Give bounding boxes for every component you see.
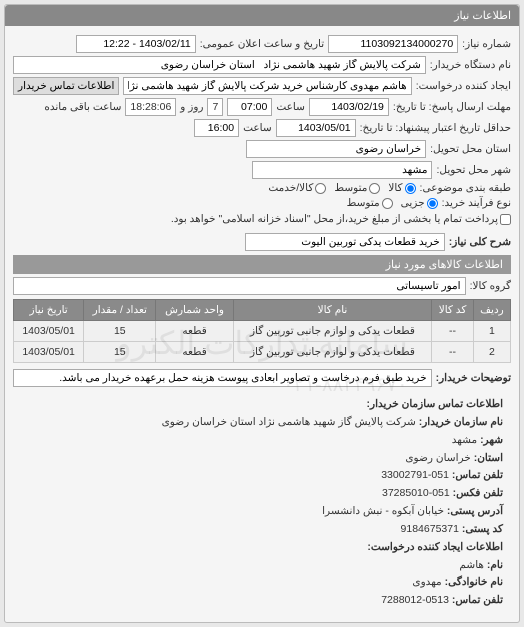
cat-medium-radio[interactable] (369, 183, 380, 194)
surname-label: نام خانوادگی: (445, 576, 503, 588)
table-header: نام کالا (233, 300, 431, 321)
goods-group-label: گروه کالا: (470, 280, 511, 292)
fax-label: تلفن فکس: (453, 487, 503, 499)
info-panel: اطلاعات نیاز شماره نیاز: تاریخ و ساعت اع… (4, 4, 520, 623)
table-cell: -- (432, 342, 474, 363)
validity-label: حداقل تاریخ اعتبار پیشنهاد: تا تاریخ: (360, 122, 511, 134)
requester-input[interactable] (123, 77, 411, 95)
city2-label: شهر: (480, 434, 503, 446)
table-cell: قطعه (156, 321, 233, 342)
cat-service-radio[interactable] (315, 183, 326, 194)
need-number-input[interactable] (328, 35, 458, 53)
category-radios: کالا متوسط کالا/خدمت (268, 182, 415, 194)
table-body: 1--قطعات یدکی و لوازم جانبی توربین گازقط… (14, 321, 511, 363)
table-cell: -- (432, 321, 474, 342)
phone: 051-33002791 (381, 469, 449, 481)
process-type-label: نوع فرآیند خرید: (442, 197, 511, 209)
announce-label: تاریخ و ساعت اعلان عمومی: (200, 38, 324, 50)
remaining-label: ساعت باقی مانده (44, 101, 121, 113)
creator-section: اطلاعات ایجاد کننده درخواست: (367, 541, 503, 553)
contact-title: اطلاعات تماس سازمان خریدار: (367, 398, 503, 410)
table-cell: 2 (473, 342, 510, 363)
phone2-label: تلفن تماس: (452, 594, 503, 606)
table-cell: 15 (84, 342, 156, 363)
phone2: 0513-7288012 (381, 594, 449, 606)
buyer-notes-label: توضیحات خریدار: (436, 372, 511, 384)
table-row: 1--قطعات یدکی و لوازم جانبی توربین گازقط… (14, 321, 511, 342)
province2: خراسان رضوی (405, 452, 470, 464)
buyer-notes-input[interactable] (13, 369, 432, 387)
need-title-label: شرح کلی نیاز: (449, 236, 511, 248)
table-header: ردیف (473, 300, 510, 321)
table-cell: 1403/05/01 (14, 321, 84, 342)
goods-group-input[interactable] (13, 277, 466, 295)
category-label: طبقه بندی موضوعی: (420, 182, 511, 194)
org-name: شرکت پالایش گاز شهید هاشمی نژاد استان خر… (162, 416, 416, 428)
time-label-2: ساعت (243, 122, 272, 134)
day-word: روز و (180, 101, 203, 113)
deadline-date-input[interactable] (309, 98, 389, 116)
table-row: 2--قطعات یدکی و لوازم جانبی توربین گازقط… (14, 342, 511, 363)
goods-section-title: اطلاعات کالاهای مورد نیاز (13, 255, 511, 274)
cat-service-option[interactable]: کالا/خدمت (268, 182, 326, 194)
cat-medium-option[interactable]: متوسط (334, 182, 380, 194)
city2: مشهد (452, 434, 477, 446)
table-cell: قطعات یدکی و لوازم جانبی توربین گاز (233, 321, 431, 342)
panel-body: شماره نیاز: تاریخ و ساعت اعلان عمومی: نا… (5, 26, 519, 622)
org-name-label: نام سازمان خریدار: (419, 416, 503, 428)
table-cell: قطعات یدکی و لوازم جانبی توربین گاز (233, 342, 431, 363)
process-note-check[interactable]: پرداخت تمام یا بخشی از مبلغ خرید،از محل … (171, 213, 511, 225)
table-cell: قطعه (156, 342, 233, 363)
proc-partial-option[interactable]: جزیی (401, 197, 438, 209)
days-box: 7 (207, 98, 223, 116)
table-header: تعداد / مقدار (84, 300, 156, 321)
proc-medium-radio[interactable] (382, 198, 393, 209)
panel-title: اطلاعات نیاز (5, 5, 519, 26)
contact-section: اطلاعات تماس سازمان خریدار: نام سازمان خ… (13, 390, 511, 616)
deadline-time-input[interactable] (227, 98, 272, 116)
cat-goods-option[interactable]: کالا (388, 182, 415, 194)
need-number-label: شماره نیاز: (462, 38, 511, 50)
process-radios: جزیی متوسط (347, 197, 438, 209)
goods-table: ردیفکد کالانام کالاواحد شمارشتعداد / مقد… (13, 299, 511, 363)
buyer-device-input[interactable] (13, 56, 426, 74)
province-label: استان محل تحویل: (430, 143, 511, 155)
city-label: شهر محل تحویل: (436, 164, 511, 176)
buyer-device-label: نام دستگاه خریدار: (430, 59, 511, 71)
surname-val: مهدوی (412, 576, 441, 588)
postal-code: 9184675371 (401, 523, 459, 535)
name-val: هاشم (459, 559, 484, 571)
city-input[interactable] (252, 161, 432, 179)
need-title-input[interactable] (245, 233, 445, 251)
postal-addr: خیابان آبکوه - نبش دانشسرا (322, 505, 444, 517)
time-label-1: ساعت (276, 101, 305, 113)
validity-time-input[interactable] (194, 119, 239, 137)
proc-medium-option[interactable]: متوسط (347, 197, 393, 209)
table-header: کد کالا (432, 300, 474, 321)
postal-addr-label: آدرس پستی: (447, 505, 503, 517)
table-header-row: ردیفکد کالانام کالاواحد شمارشتعداد / مقد… (14, 300, 511, 321)
province2-label: استان: (474, 452, 503, 464)
table-cell: 15 (84, 321, 156, 342)
cat-goods-radio[interactable] (405, 183, 416, 194)
proc-partial-radio[interactable] (427, 198, 438, 209)
postal-code-label: کد پستی: (462, 523, 503, 535)
announce-input[interactable] (76, 35, 196, 53)
process-note-checkbox[interactable] (500, 214, 511, 225)
table-cell: 1403/05/01 (14, 342, 84, 363)
name-label: نام: (487, 559, 503, 571)
fax: 051-37285010 (382, 487, 450, 499)
buyer-contact-button[interactable]: اطلاعات تماس خریدار (13, 77, 119, 95)
table-header: تاریخ نیاز (14, 300, 84, 321)
table-cell: 1 (473, 321, 510, 342)
requester-label: ایجاد کننده درخواست: (416, 80, 511, 92)
phone-label: تلفن تماس: (452, 469, 503, 481)
validity-date-input[interactable] (276, 119, 356, 137)
deadline-send-label: مهلت ارسال پاسخ: تا تاریخ: (393, 101, 511, 113)
table-header: واحد شمارش (156, 300, 233, 321)
province-input[interactable] (246, 140, 426, 158)
remaining-time: 18:28:06 (125, 98, 176, 116)
